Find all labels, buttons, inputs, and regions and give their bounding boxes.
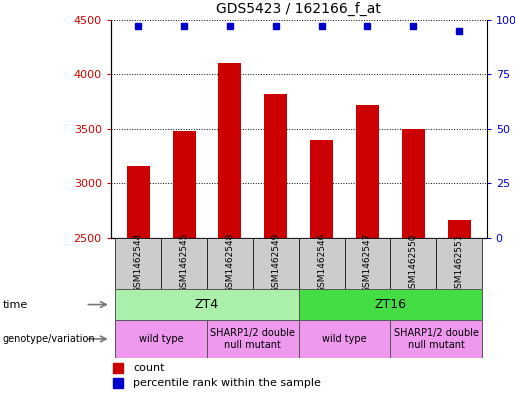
- Bar: [173, 131, 196, 393]
- Text: time: time: [3, 299, 28, 310]
- Bar: [299, 238, 345, 289]
- Bar: [299, 320, 390, 358]
- Text: ZT16: ZT16: [374, 298, 406, 311]
- Bar: [390, 320, 482, 358]
- Bar: [448, 220, 471, 393]
- Text: SHARP1/2 double
null mutant: SHARP1/2 double null mutant: [394, 328, 479, 350]
- Bar: [356, 105, 379, 393]
- Text: SHARP1/2 double
null mutant: SHARP1/2 double null mutant: [210, 328, 295, 350]
- Bar: [264, 94, 287, 393]
- Bar: [436, 238, 482, 289]
- Text: wild type: wild type: [139, 334, 183, 344]
- Text: GSM1462549: GSM1462549: [271, 233, 280, 294]
- Bar: [115, 289, 299, 320]
- Bar: [402, 129, 425, 393]
- Bar: [161, 238, 207, 289]
- Text: GSM1462548: GSM1462548: [226, 233, 234, 294]
- Text: GSM1462544: GSM1462544: [134, 233, 143, 294]
- Text: count: count: [133, 362, 165, 373]
- Text: GSM1462547: GSM1462547: [363, 233, 372, 294]
- Text: GSM1462551: GSM1462551: [455, 233, 464, 294]
- Title: GDS5423 / 162166_f_at: GDS5423 / 162166_f_at: [216, 2, 381, 16]
- Bar: [115, 320, 207, 358]
- Text: GSM1462546: GSM1462546: [317, 233, 326, 294]
- Text: genotype/variation: genotype/variation: [3, 334, 95, 344]
- Bar: [345, 238, 390, 289]
- Bar: [218, 63, 242, 393]
- Bar: [207, 238, 253, 289]
- Text: GSM1462550: GSM1462550: [409, 233, 418, 294]
- Text: wild type: wild type: [322, 334, 367, 344]
- Text: GSM1462545: GSM1462545: [180, 233, 188, 294]
- Text: ZT4: ZT4: [195, 298, 219, 311]
- Bar: [310, 140, 333, 393]
- Text: percentile rank within the sample: percentile rank within the sample: [133, 378, 321, 388]
- Bar: [127, 166, 150, 393]
- Bar: [115, 238, 161, 289]
- Bar: [253, 238, 299, 289]
- Bar: [390, 238, 436, 289]
- Bar: [207, 320, 299, 358]
- Bar: [299, 289, 482, 320]
